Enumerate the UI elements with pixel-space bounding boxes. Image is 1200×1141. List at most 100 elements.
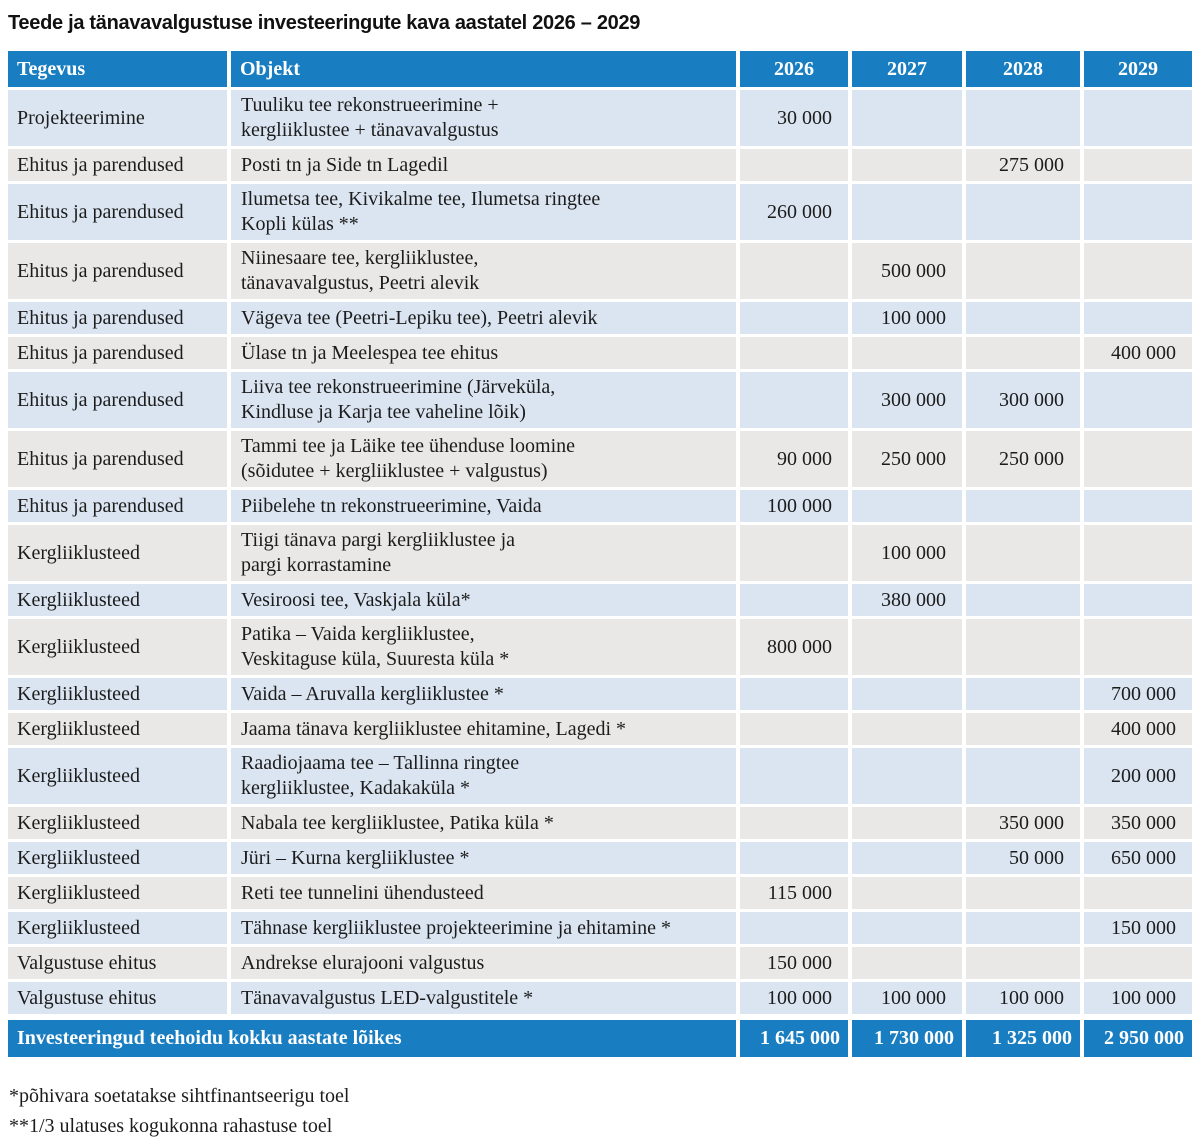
value-cell-2027: 500 000 (852, 243, 962, 299)
value-cell-2027 (852, 678, 962, 710)
activity-cell: Valgustuse ehitus (8, 947, 227, 979)
value-cell-2026 (740, 243, 848, 299)
value-cell-2026 (740, 525, 848, 581)
object-cell: Reti tee tunnelini ühendusteed (231, 877, 736, 909)
value-cell-2028 (966, 490, 1080, 522)
object-cell: Liiva tee rekonstrueerimine (Järveküla, … (231, 372, 736, 428)
value-cell-2027 (852, 713, 962, 745)
value-cell-2029: 700 000 (1084, 678, 1192, 710)
value-cell-2028 (966, 713, 1080, 745)
value-cell-2027: 380 000 (852, 584, 962, 616)
activity-cell: Kergliiklusteed (8, 525, 227, 581)
object-cell: Raadiojaama tee – Tallinna ringtee kergl… (231, 748, 736, 804)
value-cell-2029 (1084, 372, 1192, 428)
value-cell-2029: 400 000 (1084, 713, 1192, 745)
object-cell: Vägeva tee (Peetri-Lepiku tee), Peetri a… (231, 302, 736, 334)
value-cell-2026 (740, 149, 848, 181)
activity-cell: Ehitus ja parendused (8, 431, 227, 487)
value-cell-2028 (966, 302, 1080, 334)
object-cell: Nabala tee kergliiklustee, Patika küla * (231, 807, 736, 839)
object-cell: Andrekse elurajooni valgustus (231, 947, 736, 979)
column-header-tegevus: Tegevus (8, 51, 227, 87)
value-cell-2029 (1084, 877, 1192, 909)
value-cell-2029: 150 000 (1084, 912, 1192, 944)
value-cell-2029 (1084, 149, 1192, 181)
footnote-single-asterisk: *põhivara soetatakse sihtfinantseerigu t… (9, 1085, 350, 1107)
value-cell-2027 (852, 149, 962, 181)
value-cell-2026 (740, 807, 848, 839)
object-cell: Patika – Vaida kergliiklustee, Veskitagu… (231, 619, 736, 675)
total-value-2028: 1 325 000 (966, 1020, 1080, 1057)
value-cell-2029 (1084, 619, 1192, 675)
value-cell-2026: 100 000 (740, 490, 848, 522)
value-cell-2029 (1084, 431, 1192, 487)
value-cell-2026 (740, 372, 848, 428)
value-cell-2028 (966, 337, 1080, 369)
activity-cell: Projekteerimine (8, 90, 227, 146)
activity-cell: Ehitus ja parendused (8, 372, 227, 428)
value-cell-2027: 250 000 (852, 431, 962, 487)
value-cell-2027 (852, 619, 962, 675)
value-cell-2027 (852, 337, 962, 369)
object-cell: Tänavavalgustus LED-valgustitele * (231, 982, 736, 1014)
value-cell-2027 (852, 490, 962, 522)
value-cell-2026 (740, 912, 848, 944)
value-cell-2029: 350 000 (1084, 807, 1192, 839)
value-cell-2029 (1084, 584, 1192, 616)
object-cell: Ülase tn ja Meelespea tee ehitus (231, 337, 736, 369)
value-cell-2028 (966, 619, 1080, 675)
value-cell-2026: 100 000 (740, 982, 848, 1014)
value-cell-2029: 650 000 (1084, 842, 1192, 874)
value-cell-2027 (852, 90, 962, 146)
value-cell-2026 (740, 584, 848, 616)
value-cell-2028: 300 000 (966, 372, 1080, 428)
object-cell: Tuuliku tee rekonstrueerimine + kergliik… (231, 90, 736, 146)
column-header-2026: 2026 (740, 51, 848, 87)
activity-cell: Kergliiklusteed (8, 619, 227, 675)
value-cell-2027 (852, 842, 962, 874)
value-cell-2029 (1084, 525, 1192, 581)
value-cell-2027 (852, 184, 962, 240)
activity-cell: Valgustuse ehitus (8, 982, 227, 1014)
column-header-2028: 2028 (966, 51, 1080, 87)
value-cell-2029 (1084, 490, 1192, 522)
value-cell-2027: 100 000 (852, 525, 962, 581)
value-cell-2028: 50 000 (966, 842, 1080, 874)
value-cell-2028 (966, 90, 1080, 146)
value-cell-2027: 300 000 (852, 372, 962, 428)
total-value-2029: 2 950 000 (1084, 1020, 1192, 1057)
value-cell-2028: 350 000 (966, 807, 1080, 839)
value-cell-2028 (966, 584, 1080, 616)
value-cell-2029 (1084, 302, 1192, 334)
value-cell-2026 (740, 302, 848, 334)
value-cell-2028 (966, 243, 1080, 299)
value-cell-2028 (966, 947, 1080, 979)
footnotes: *põhivara soetatakse sihtfinantseerigu t… (8, 1081, 1184, 1141)
object-cell: Vaida – Aruvalla kergliiklustee * (231, 678, 736, 710)
value-cell-2026: 90 000 (740, 431, 848, 487)
value-cell-2026: 115 000 (740, 877, 848, 909)
column-header-objekt: Objekt (231, 51, 736, 87)
object-cell: Tähnase kergliiklustee projekteerimine j… (231, 912, 736, 944)
object-cell: Piibelehe tn rekonstrueerimine, Vaida (231, 490, 736, 522)
value-cell-2026: 30 000 (740, 90, 848, 146)
value-cell-2027 (852, 748, 962, 804)
value-cell-2027: 100 000 (852, 982, 962, 1014)
object-cell: Tiigi tänava pargi kergliiklustee ja par… (231, 525, 736, 581)
value-cell-2028: 250 000 (966, 431, 1080, 487)
value-cell-2028 (966, 877, 1080, 909)
value-cell-2027 (852, 877, 962, 909)
activity-cell: Kergliiklusteed (8, 877, 227, 909)
value-cell-2027 (852, 947, 962, 979)
activity-cell: Kergliiklusteed (8, 584, 227, 616)
value-cell-2029: 400 000 (1084, 337, 1192, 369)
footnote-double-asterisk: **1/3 ulatuses kogukonna rahastuse toel (9, 1115, 333, 1137)
value-cell-2028: 275 000 (966, 149, 1080, 181)
value-cell-2029 (1084, 243, 1192, 299)
total-value-2026: 1 645 000 (740, 1020, 848, 1057)
value-cell-2026: 260 000 (740, 184, 848, 240)
value-cell-2027 (852, 807, 962, 839)
object-cell: Niinesaare tee, kergliiklustee, tänavava… (231, 243, 736, 299)
activity-cell: Kergliiklusteed (8, 842, 227, 874)
